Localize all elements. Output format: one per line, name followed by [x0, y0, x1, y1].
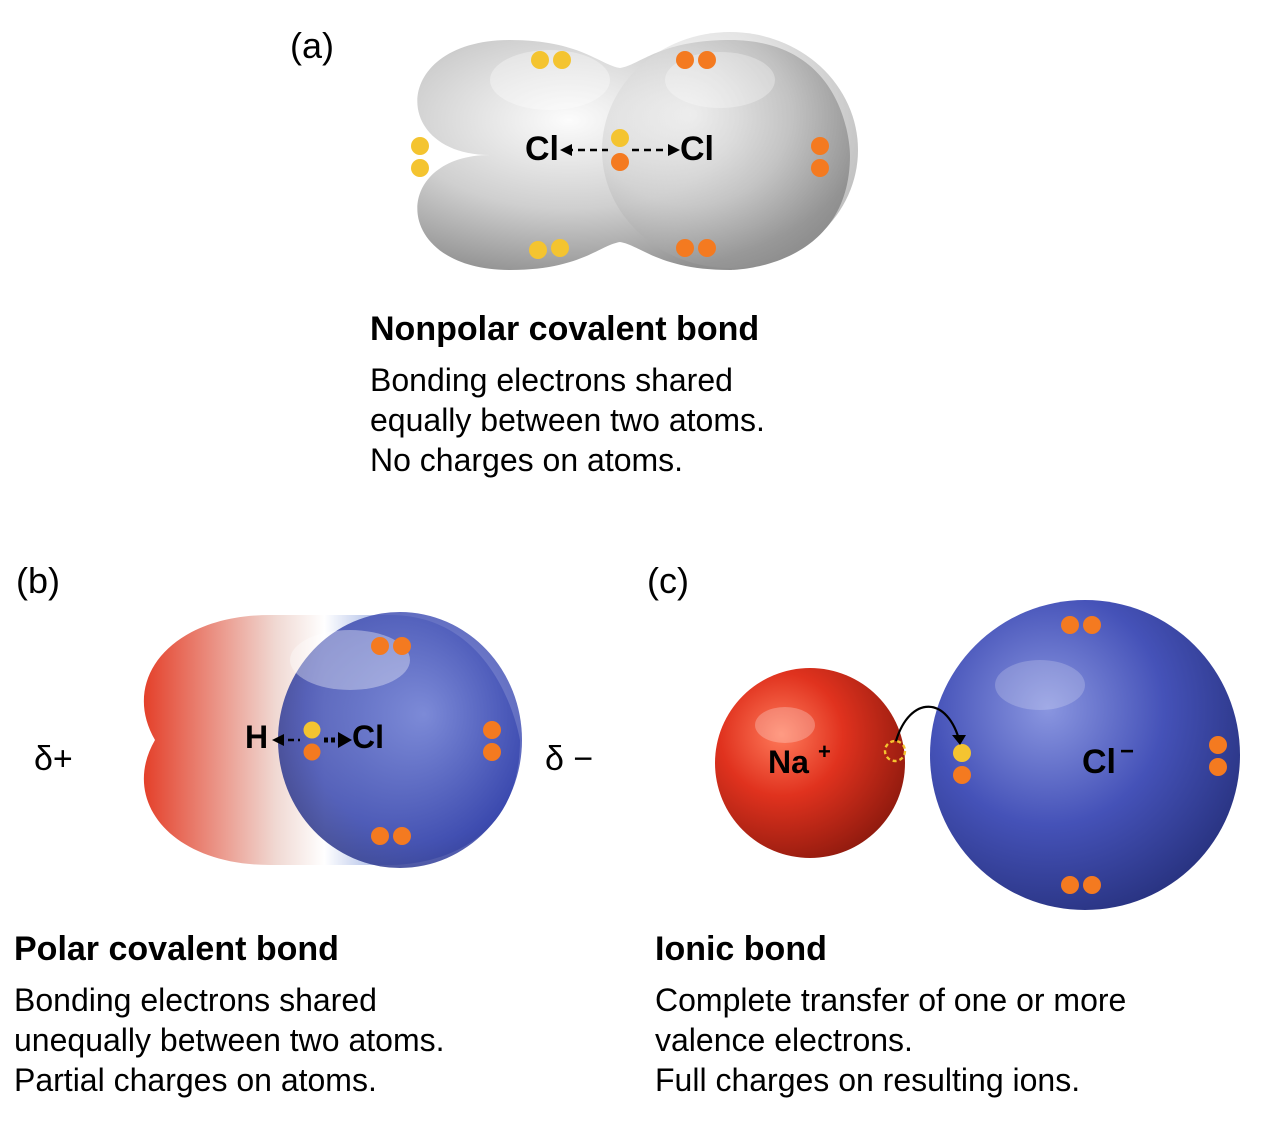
panel-c-diagram: Na + Cl − — [690, 575, 1270, 915]
panel-b-delta-plus: δ+ — [34, 740, 73, 779]
panel-b-diagram: H Cl — [100, 590, 530, 890]
panel-a-diagram: Cl Cl — [350, 10, 890, 300]
panel-c-cation-charge: + — [818, 739, 831, 764]
panel-c-cation-label: Na — [768, 744, 809, 780]
panel-c-anion-label: Cl — [1082, 743, 1116, 781]
panel-c-anion-charge: − — [1120, 738, 1134, 765]
panel-a-body: Bonding electrons shared equally between… — [370, 360, 830, 480]
panel-a-label: (a) — [290, 25, 334, 67]
panel-b-atom-right-label: Cl — [352, 719, 384, 755]
panel-b-title: Polar covalent bond — [14, 930, 339, 969]
page: (a) — [0, 0, 1272, 1133]
panel-c-title: Ionic bond — [655, 930, 827, 969]
panel-c-label: (c) — [647, 560, 689, 602]
panel-a-atom-left-label: Cl — [525, 130, 559, 168]
panel-b-atom-left-label: H — [245, 719, 268, 755]
panel-b-body: Bonding electrons shared unequally betwe… — [14, 980, 574, 1100]
panel-b-delta-minus: δ − — [545, 740, 593, 779]
panel-c-body: Complete transfer of one or more valence… — [655, 980, 1255, 1100]
panel-a-title: Nonpolar covalent bond — [370, 310, 759, 349]
panel-b-label: (b) — [16, 560, 60, 602]
panel-a-atom-right-label: Cl — [680, 130, 714, 168]
